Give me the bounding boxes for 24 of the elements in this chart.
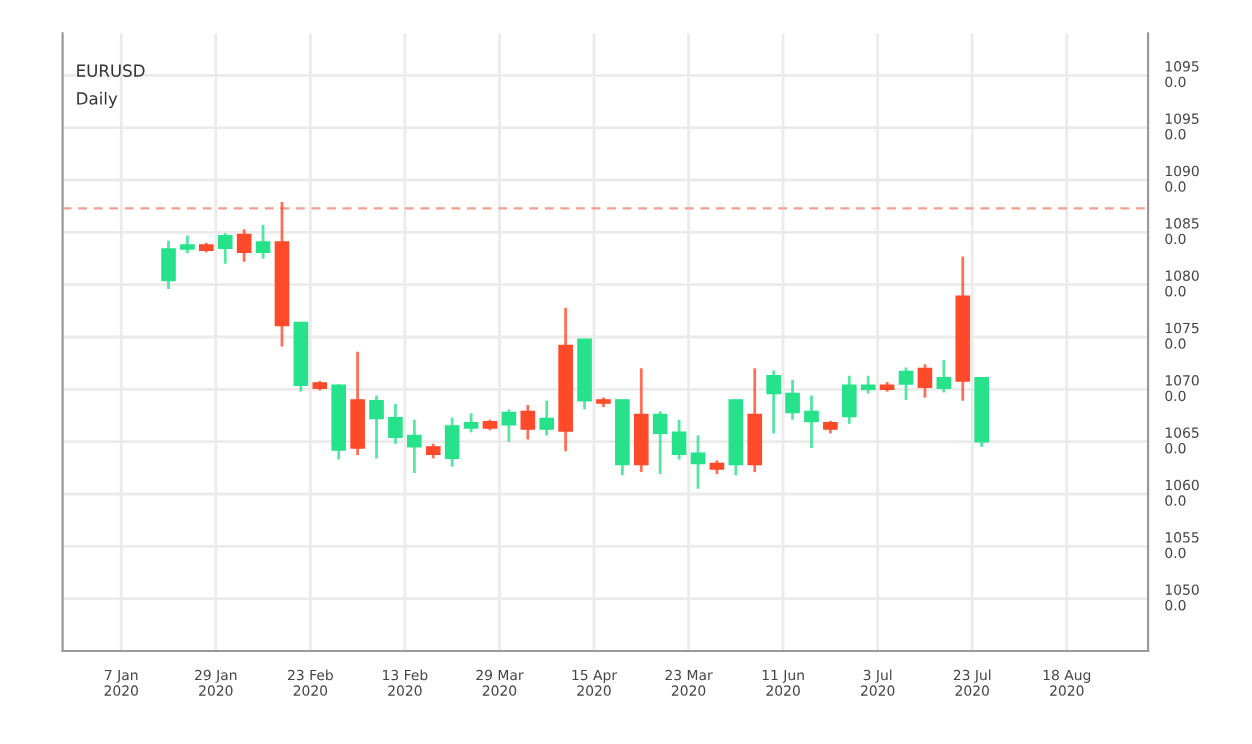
candlestick [217,231,233,266]
candlestick [463,411,479,434]
candlestick [369,394,384,460]
chart-subtitle: Daily [77,91,118,108]
candlestick [936,358,952,394]
candlestick [407,418,422,475]
candlestick [690,434,706,491]
candlestick [671,418,687,461]
candlestick [804,394,819,450]
chart-title: EURUSD [77,64,145,77]
candlestick [161,239,176,291]
candlestick [652,409,668,476]
candlestick [766,369,781,435]
candlestick [785,378,800,422]
candlestick [236,227,252,264]
candlestick [388,402,403,446]
candlestick [898,366,914,402]
candlestick [501,407,517,444]
candlestick [255,223,271,260]
candlestick [520,403,536,441]
candlestick [841,374,857,426]
candlestick [917,362,933,399]
candlestick [444,416,460,469]
candlestick [539,399,555,437]
